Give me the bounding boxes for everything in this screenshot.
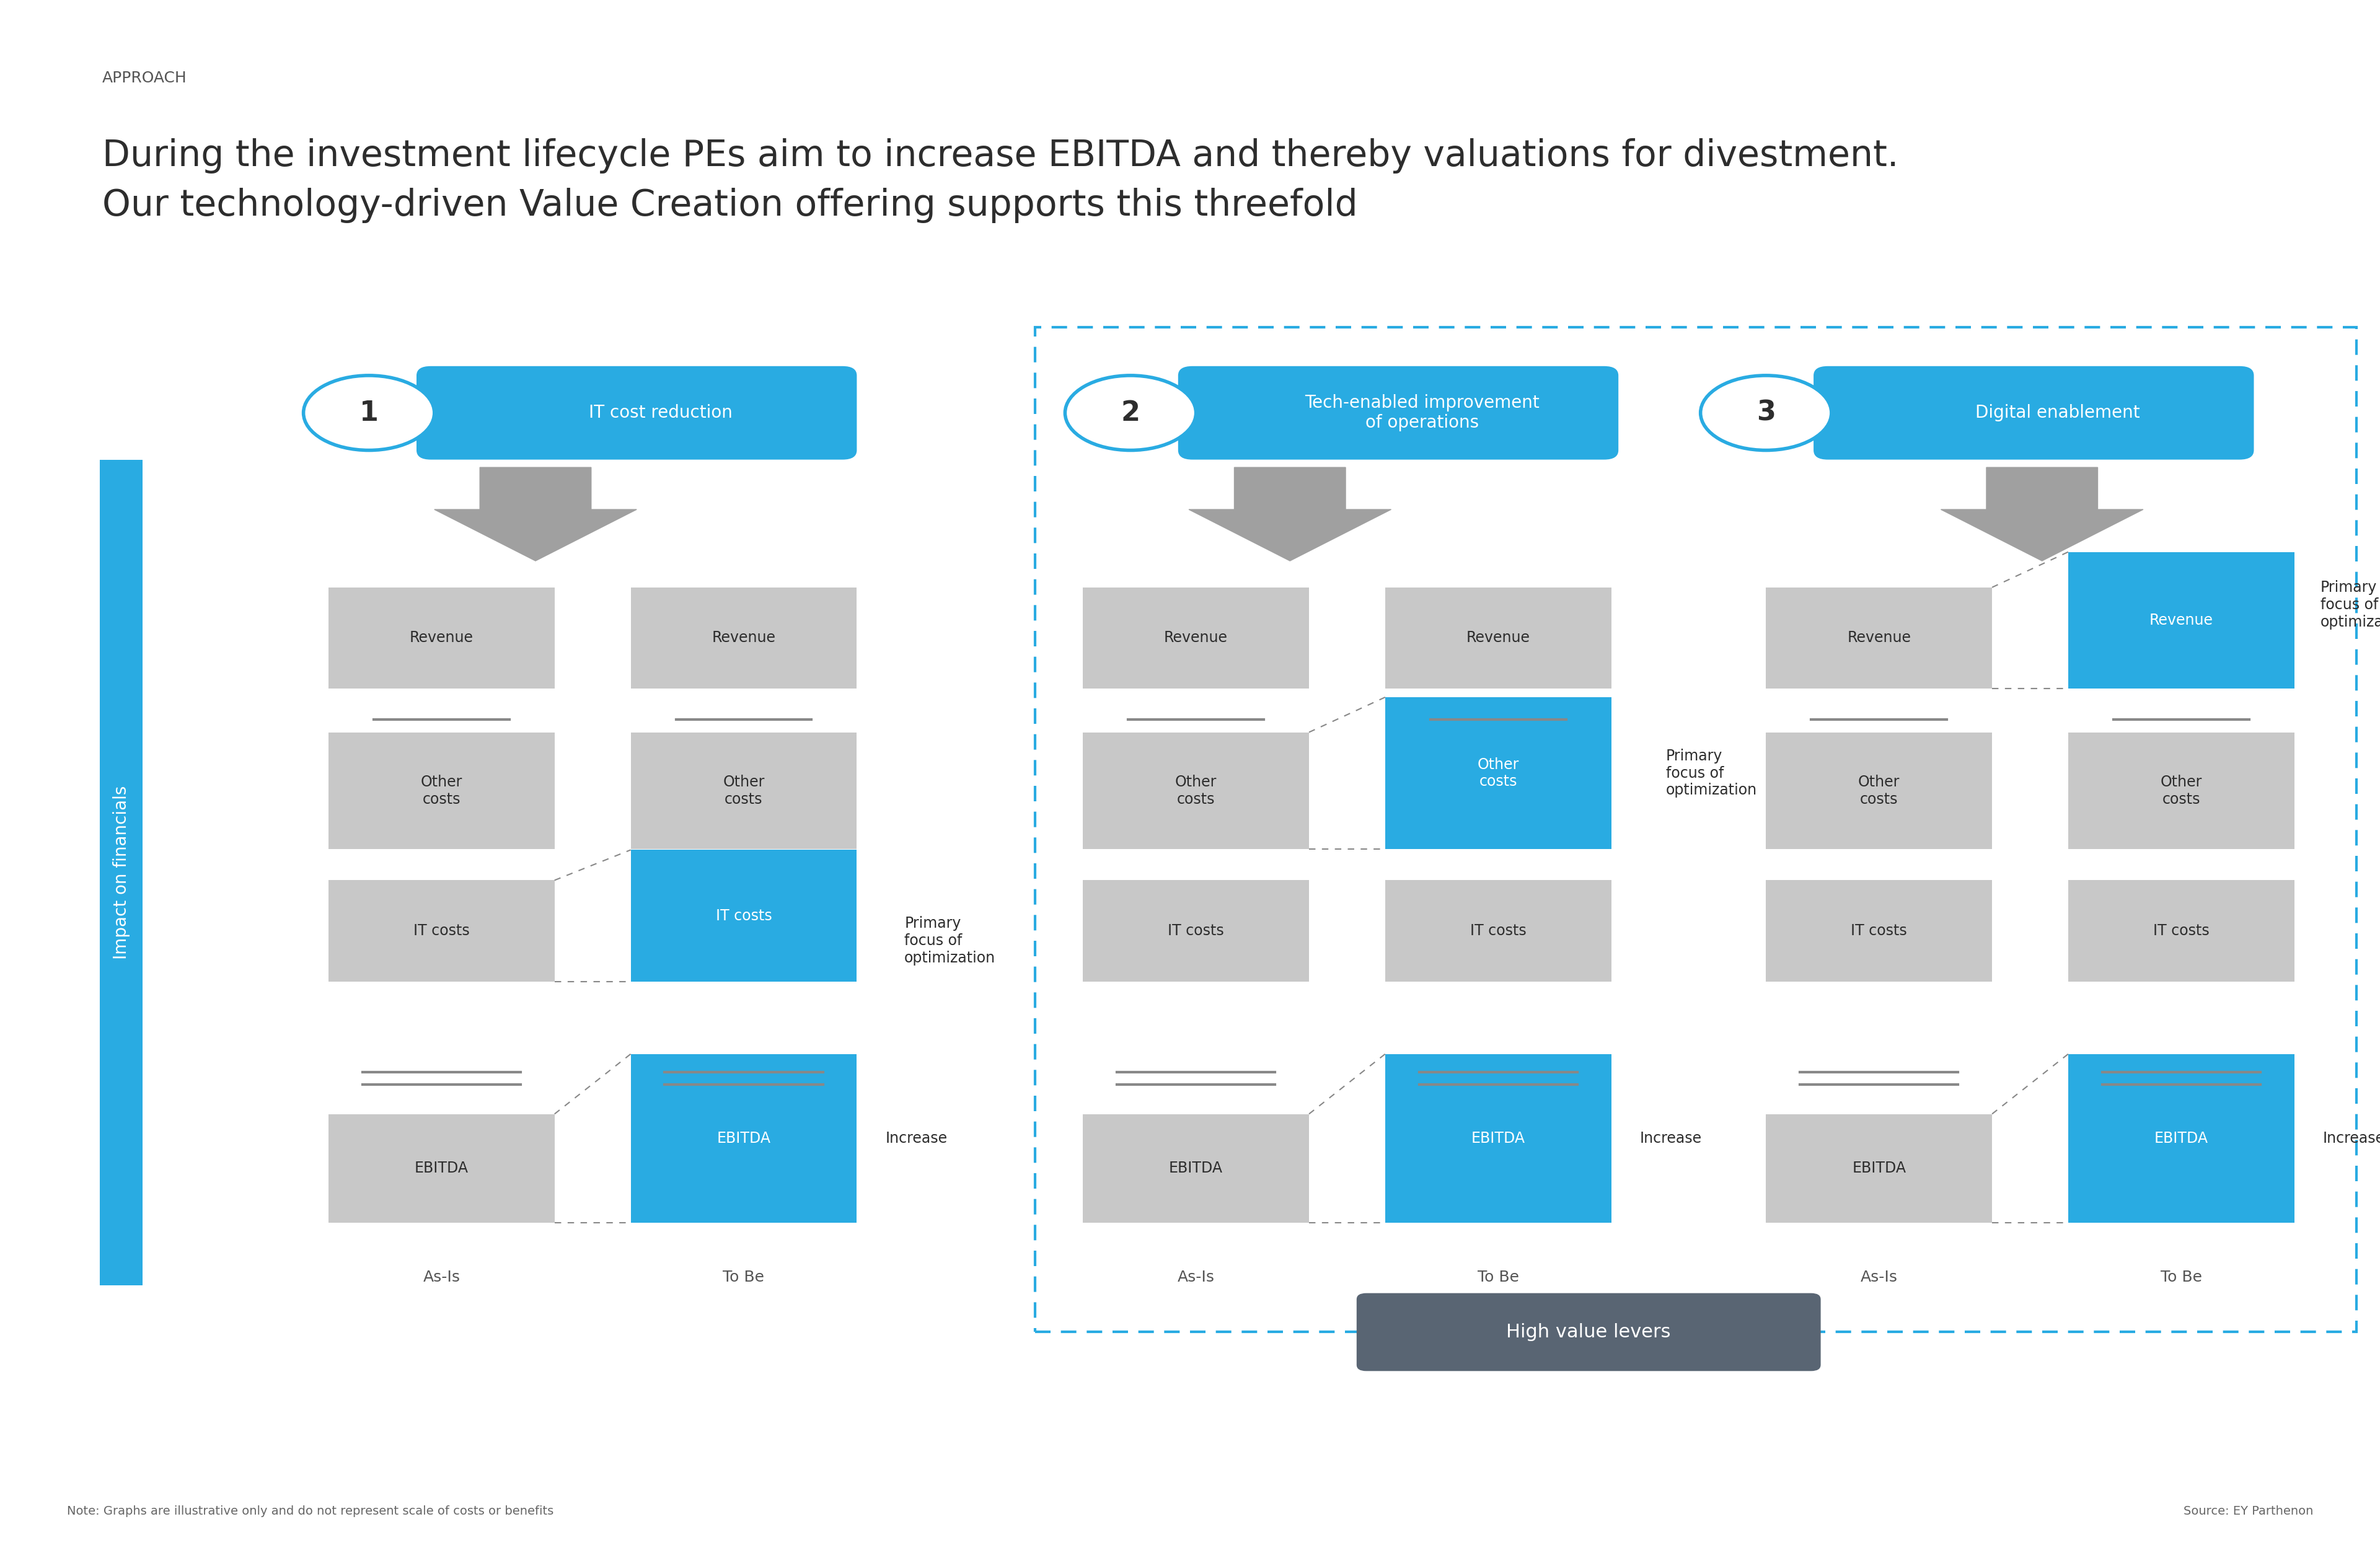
Text: 2: 2 (1121, 399, 1140, 427)
Text: Our technology-driven Value Creation offering supports this threefold: Our technology-driven Value Creation off… (102, 189, 1359, 223)
Text: EBITDA: EBITDA (1852, 1161, 1906, 1176)
Text: IT cost reduction: IT cost reduction (588, 404, 733, 422)
Text: IT costs: IT costs (2154, 924, 2209, 938)
Ellipse shape (1066, 375, 1197, 450)
FancyBboxPatch shape (1766, 880, 1992, 982)
Text: IT costs: IT costs (716, 908, 771, 924)
Text: To Be: To Be (2161, 1270, 2202, 1285)
Text: Increase: Increase (2323, 1131, 2380, 1147)
Polygon shape (1190, 467, 1390, 561)
Text: IT costs: IT costs (1852, 924, 1906, 938)
Text: As-Is: As-Is (1178, 1270, 1214, 1285)
FancyBboxPatch shape (1083, 880, 1309, 982)
Text: IT costs: IT costs (414, 924, 469, 938)
Text: Revenue: Revenue (712, 631, 776, 645)
FancyBboxPatch shape (2068, 732, 2294, 849)
Text: EBITDA: EBITDA (2154, 1131, 2209, 1147)
Text: High value levers: High value levers (1507, 1323, 1671, 1341)
FancyBboxPatch shape (1766, 732, 1992, 849)
FancyBboxPatch shape (100, 460, 143, 1285)
Text: Other
costs: Other costs (1176, 774, 1216, 807)
Text: IT costs: IT costs (1471, 924, 1526, 938)
FancyBboxPatch shape (416, 366, 857, 460)
FancyBboxPatch shape (328, 587, 555, 689)
Text: Other
costs: Other costs (2161, 774, 2202, 807)
FancyBboxPatch shape (328, 880, 555, 982)
FancyBboxPatch shape (631, 849, 857, 982)
Text: Other
costs: Other costs (724, 774, 764, 807)
FancyBboxPatch shape (2068, 552, 2294, 689)
FancyBboxPatch shape (1083, 1114, 1309, 1223)
Text: Digital enablement: Digital enablement (1975, 404, 2140, 422)
FancyBboxPatch shape (1814, 366, 2254, 460)
Text: To Be: To Be (724, 1270, 764, 1285)
FancyBboxPatch shape (1385, 587, 1611, 689)
FancyBboxPatch shape (1083, 587, 1309, 689)
Text: Increase: Increase (1640, 1131, 1702, 1147)
Text: Revenue: Revenue (1466, 631, 1530, 645)
Text: Primary
focus of
optimization: Primary focus of optimization (1666, 748, 1756, 798)
Text: Impact on financials: Impact on financials (112, 785, 131, 960)
Text: Tech-enabled improvement
of operations: Tech-enabled improvement of operations (1304, 394, 1540, 432)
Text: 3: 3 (1756, 399, 1775, 427)
Text: EBITDA: EBITDA (414, 1161, 469, 1176)
Text: Primary
focus of
optimization: Primary focus of optimization (2320, 580, 2380, 629)
Text: APPROACH: APPROACH (102, 70, 188, 86)
Text: IT costs: IT costs (1169, 924, 1223, 938)
FancyBboxPatch shape (1083, 732, 1309, 849)
Polygon shape (433, 467, 638, 561)
Ellipse shape (1699, 375, 1830, 450)
Text: Other
costs: Other costs (1859, 774, 1899, 807)
Text: Other
costs: Other costs (421, 774, 462, 807)
FancyBboxPatch shape (1385, 698, 1611, 849)
FancyBboxPatch shape (1178, 366, 1618, 460)
Text: As-Is: As-Is (1861, 1270, 1897, 1285)
Text: EBITDA: EBITDA (1169, 1161, 1223, 1176)
Text: During the investment lifecycle PEs aim to increase EBITDA and thereby valuation: During the investment lifecycle PEs aim … (102, 139, 1899, 173)
FancyBboxPatch shape (631, 732, 857, 849)
Text: EBITDA: EBITDA (1471, 1131, 1526, 1147)
FancyBboxPatch shape (2068, 1053, 2294, 1223)
Text: Increase: Increase (885, 1131, 947, 1147)
Text: Revenue: Revenue (2149, 612, 2213, 628)
FancyBboxPatch shape (1766, 587, 1992, 689)
FancyBboxPatch shape (631, 1053, 857, 1223)
FancyBboxPatch shape (1766, 1114, 1992, 1223)
Polygon shape (1942, 467, 2142, 561)
Text: To Be: To Be (1478, 1270, 1518, 1285)
Text: Note: Graphs are illustrative only and do not represent scale of costs or benefi: Note: Graphs are illustrative only and d… (67, 1505, 552, 1517)
Text: Revenue: Revenue (1847, 631, 1911, 645)
Text: As-Is: As-Is (424, 1270, 459, 1285)
FancyBboxPatch shape (1385, 1053, 1611, 1223)
Ellipse shape (305, 375, 436, 450)
Text: EBITDA: EBITDA (716, 1131, 771, 1147)
FancyBboxPatch shape (328, 732, 555, 849)
Text: Other
costs: Other costs (1478, 757, 1518, 790)
Text: 1: 1 (359, 399, 378, 427)
Text: Revenue: Revenue (409, 631, 474, 645)
FancyBboxPatch shape (1385, 880, 1611, 982)
FancyBboxPatch shape (328, 1114, 555, 1223)
FancyBboxPatch shape (1357, 1293, 1821, 1371)
FancyBboxPatch shape (631, 587, 857, 689)
Text: Source: EY Parthenon: Source: EY Parthenon (2182, 1505, 2313, 1517)
Text: Revenue: Revenue (1164, 631, 1228, 645)
FancyBboxPatch shape (2068, 880, 2294, 982)
Text: Primary
focus of
optimization: Primary focus of optimization (904, 916, 995, 966)
